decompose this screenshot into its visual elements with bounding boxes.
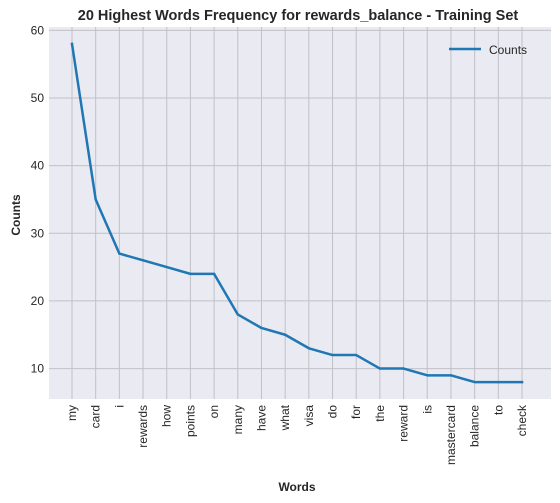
x-tick-label: my <box>65 405 79 421</box>
x-tick-label: card <box>89 405 103 428</box>
data-point <box>402 367 405 370</box>
data-point <box>118 252 121 255</box>
legend: Counts <box>449 43 527 57</box>
data-point <box>236 313 239 316</box>
y-axis-label: Counts <box>9 194 23 236</box>
x-gridlines <box>71 27 523 399</box>
data-point <box>426 374 429 377</box>
x-tick-label: how <box>160 405 174 427</box>
data-point <box>70 42 74 46</box>
x-axis-label: Words <box>278 480 315 494</box>
x-tick-label: i <box>112 405 126 408</box>
x-tick-labels: my card i rewards how points on many have what vis… <box>65 404 529 465</box>
data-point <box>520 380 524 384</box>
series-layer <box>70 42 524 384</box>
data-point <box>449 374 453 377</box>
series-line-counts <box>70 42 524 384</box>
data-point <box>94 198 97 201</box>
x-tick-label: the <box>373 405 387 422</box>
data-point <box>497 380 500 384</box>
x-tick-label: mastercard <box>444 405 458 465</box>
x-tick-label: what <box>278 404 292 431</box>
data-point <box>189 272 192 276</box>
y-tick-label: 50 <box>31 91 45 105</box>
data-point <box>141 259 145 262</box>
x-tick-label: points <box>183 405 197 437</box>
x-tick-label: check <box>515 404 529 436</box>
y-tick-label: 20 <box>31 294 45 308</box>
data-point <box>260 326 263 330</box>
data-point <box>283 333 287 336</box>
x-tick-label: is <box>420 405 434 414</box>
x-tick-label: do <box>326 405 340 419</box>
y-tick-labels: 10 20 30 40 50 60 <box>31 23 45 375</box>
y-gridlines <box>49 29 551 370</box>
y-tick-label: 30 <box>31 226 45 240</box>
x-tick-label: for <box>349 405 363 419</box>
x-tick-label: rewards <box>136 405 150 448</box>
plot-area <box>49 27 551 399</box>
y-tick-label: 60 <box>31 23 45 37</box>
y-tick-label: 10 <box>31 362 45 376</box>
x-tick-label: reward <box>397 405 411 442</box>
chart-title: 20 Highest Words Frequency for rewards_b… <box>78 8 519 24</box>
y-tick-label: 40 <box>31 159 45 173</box>
legend-label-counts: Counts <box>489 43 527 57</box>
data-point <box>378 367 382 370</box>
data-point <box>212 272 216 276</box>
data-point <box>473 380 476 384</box>
data-point <box>165 265 168 269</box>
x-tick-label: balance <box>468 405 482 447</box>
x-tick-label: have <box>254 405 268 431</box>
x-tick-label: many <box>231 405 245 434</box>
x-tick-label: to <box>491 405 505 415</box>
x-tick-label: on <box>207 405 221 418</box>
x-tick-label: visa <box>302 405 316 427</box>
data-point <box>331 353 334 357</box>
data-point <box>307 347 311 350</box>
data-point <box>355 353 358 357</box>
